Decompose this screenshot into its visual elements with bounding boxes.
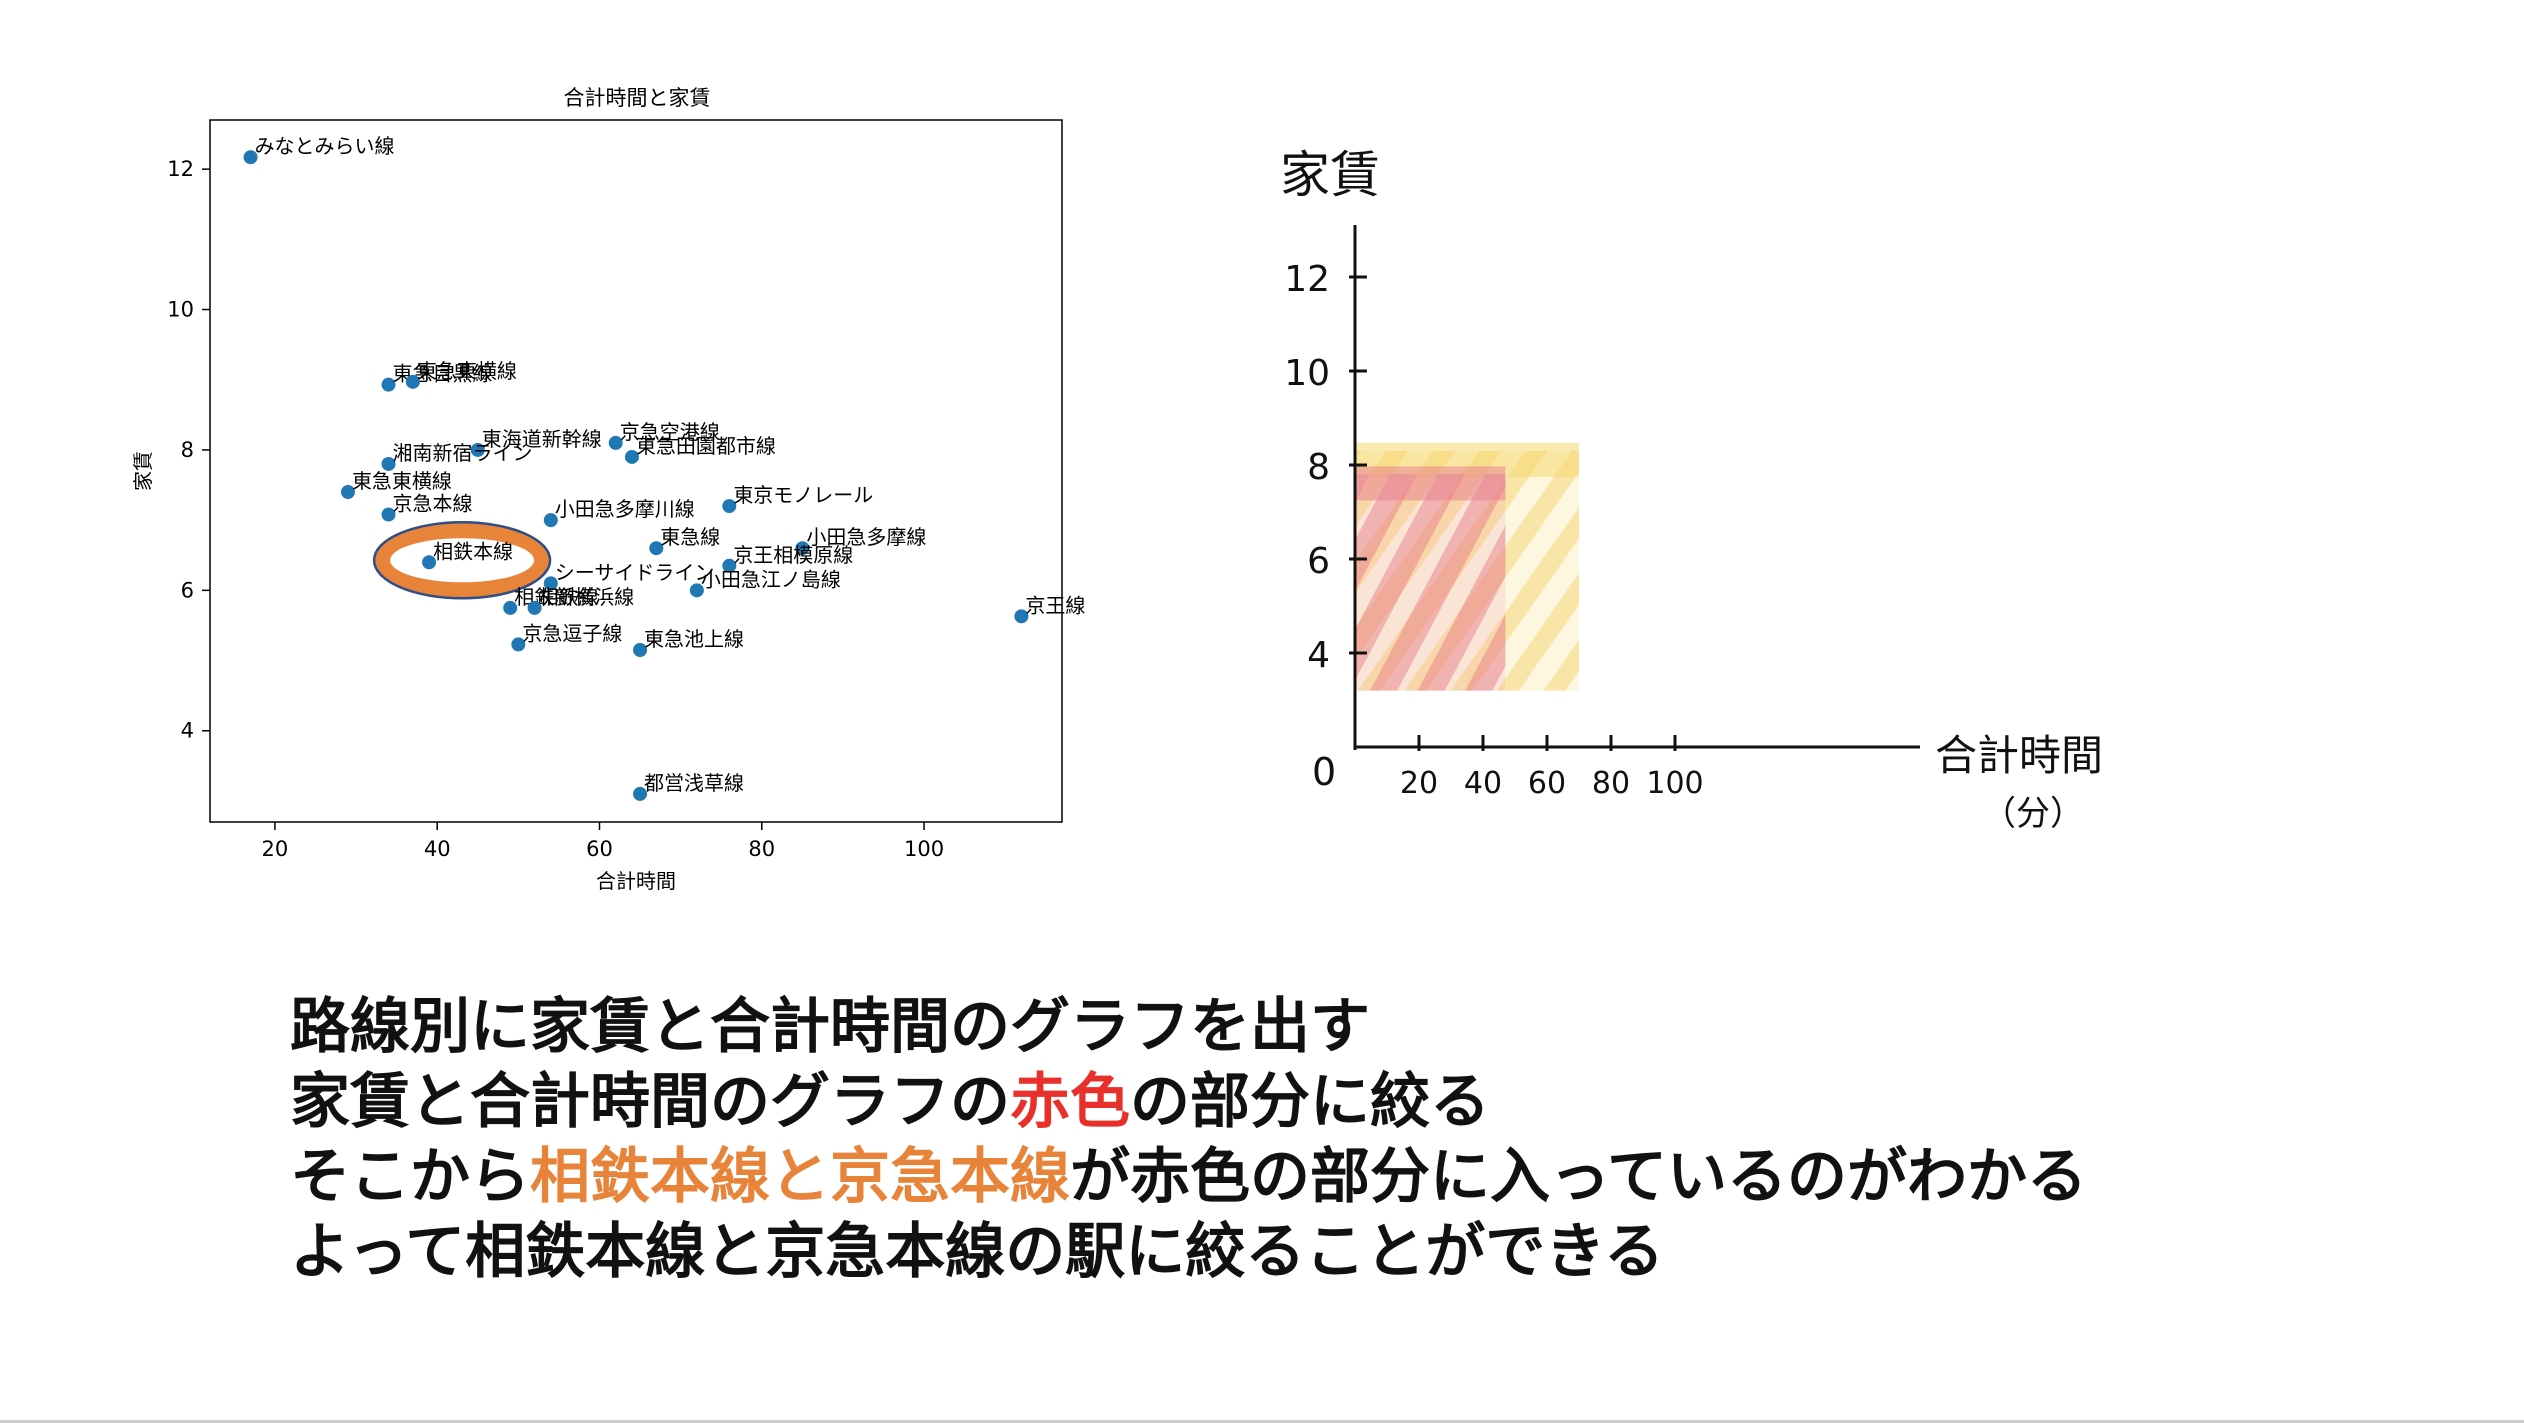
scatter-point <box>511 637 526 652</box>
sketch-x-tick-label: 100 <box>1646 766 1703 801</box>
caption-red-highlight: 赤色 <box>1010 1067 1130 1137</box>
scatter-point <box>543 576 558 591</box>
scatter-y-tick-label: 4 <box>181 719 194 743</box>
sketch-region-red-top <box>1355 466 1506 501</box>
caption-line-3: そこから相鉄本線と京急本線が赤色の部分に入っているのがわかる <box>290 1140 2087 1215</box>
sketch-regions <box>1355 442 1579 691</box>
scatter-point-label: 相鉄本線 <box>433 539 513 563</box>
sketch-origin-label: 0 <box>1312 750 1336 794</box>
sketch-x-tick-label: 60 <box>1528 766 1566 801</box>
scatter-plot-frame <box>209 119 1063 823</box>
scatter-point <box>340 485 355 500</box>
sketch-y-ticks: 4 6 8 10 12 <box>1284 259 1367 676</box>
sketch-y-label: 家賃 <box>1280 146 1380 204</box>
sketch-x-tick-label: 20 <box>1400 766 1438 801</box>
scatter-y-ticks: 4 6 8 10 12 <box>167 157 210 743</box>
scatter-x-ticks: 20 40 60 80 100 <box>262 822 944 861</box>
sketch-y-tick-label: 6 <box>1307 541 1330 582</box>
scatter-x-label: 合計時間 <box>596 869 676 893</box>
scatter-point-label: 相鉄線 <box>539 585 599 609</box>
sketch-x-ticks: 20 40 60 80 100 <box>1400 735 1704 801</box>
scatter-y-label: 家賃 <box>131 451 155 491</box>
scatter-point <box>405 374 420 389</box>
caption-orange-highlight: 相鉄本線と京急本線 <box>530 1142 1070 1212</box>
scatter-point <box>689 583 704 598</box>
highlight-ring-inner <box>390 538 535 583</box>
scatter-point-label: 東急東横線 <box>417 359 517 383</box>
scatter-x-tick-label: 100 <box>904 837 944 861</box>
caption-line-4: よって相鉄本線と京急本線の駅に絞ることができる <box>290 1217 1664 1287</box>
scatter-point-label: 京急逗子線 <box>522 621 622 645</box>
caption-line-3-end: が赤色の部分に入っているのがわかる <box>1070 1142 2087 1212</box>
scatter-x-tick-label: 60 <box>586 837 613 861</box>
scatter-point <box>1014 609 1029 624</box>
sketch-y-tick-label: 12 <box>1284 259 1330 300</box>
sketch-chart: 家賃 4 6 8 10 12 20 40 60 80 100 0 合計時間 （分） <box>1280 146 2103 834</box>
caption-line-2: 家賃と合計時間のグラフの赤色の部分に絞る <box>290 1065 2087 1140</box>
caption-line-3-start: そこから <box>290 1142 530 1212</box>
scatter-point <box>722 499 737 514</box>
scatter-point <box>381 456 396 471</box>
scatter-point-label: 都営浅草線 <box>644 771 744 795</box>
scatter-title: 合計時間と家賃 <box>564 86 711 110</box>
scatter-point-label: 東急線 <box>660 525 720 549</box>
sketch-x-tick-label: 80 <box>1592 766 1630 801</box>
scatter-point-label: 湘南新宿ライン <box>393 441 533 465</box>
sketch-region-red <box>1355 474 1506 691</box>
sketch-x-tick-label: 40 <box>1464 766 1502 801</box>
scatter-point <box>649 541 664 556</box>
scatter-point-label: 京王相模原線 <box>733 543 853 567</box>
scatter-point <box>422 555 437 570</box>
scatter-point <box>722 558 737 573</box>
scatter-highlight <box>372 521 552 600</box>
scatter-point <box>795 541 810 556</box>
scatter-point-label: 小田急江ノ島線 <box>701 567 841 591</box>
scatter-point <box>503 600 518 615</box>
scatter-point <box>633 786 648 801</box>
scatter-point <box>243 150 258 165</box>
caption-block: 路線別に家賃と合計時間のグラフを出す 家賃と合計時間のグラフの赤色の部分に絞る … <box>290 990 2087 1290</box>
scatter-point <box>470 442 485 457</box>
scatter-x-tick-label: 80 <box>748 837 775 861</box>
scatter-point <box>527 600 542 615</box>
scatter-point-label: 東海道新幹線 <box>482 427 602 451</box>
scatter-point-label: 小田急多摩川線 <box>555 497 695 521</box>
scatter-x-tick-label: 40 <box>424 837 451 861</box>
caption-line-1: 路線別に家賃と合計時間のグラフを出す <box>290 992 1370 1062</box>
scatter-x-tick-label: 20 <box>262 837 289 861</box>
bottom-divider <box>0 1420 2524 1423</box>
sketch-x-unit: （分） <box>1982 794 2084 834</box>
scatter-point-label: 京急本線 <box>393 492 473 516</box>
scatter-y-tick-label: 6 <box>181 578 194 602</box>
scatter-point <box>633 643 648 658</box>
scatter-y-tick-label: 12 <box>167 157 194 181</box>
scatter-point-label: 東急田園都市線 <box>636 434 776 458</box>
scatter-point-label: 京王線 <box>1025 593 1085 617</box>
sketch-y-tick-label: 8 <box>1307 447 1330 488</box>
scatter-point-label: 京急空港線 <box>620 420 720 444</box>
sketch-y-tick-label: 10 <box>1284 353 1330 394</box>
scatter-y-tick-label: 10 <box>167 298 194 322</box>
scatter-point-label: 東京モノレール <box>733 483 873 507</box>
scatter-point-label: シーサイドライン <box>555 560 715 584</box>
scatter-point <box>608 435 623 450</box>
scatter-y-tick-label: 8 <box>181 438 194 462</box>
scatter-point-label: みなとみらい線 <box>255 134 395 158</box>
scatter-point-label: 小田急多摩線 <box>806 525 926 549</box>
caption-line-2-start: 家賃と合計時間のグラフの <box>290 1067 1010 1137</box>
sketch-y-tick-label: 4 <box>1307 635 1330 676</box>
scatter-point <box>381 377 396 392</box>
scatter-point <box>381 507 396 522</box>
scatter-point <box>543 513 558 528</box>
scatter-point-label: 東急池上線 <box>644 627 744 651</box>
scatter-point-label: 東急東横線 <box>352 469 452 493</box>
scatter-point <box>624 449 639 464</box>
caption-line-2-end: の部分に絞る <box>1130 1067 1490 1137</box>
sketch-x-label: 合計時間 <box>1935 731 2103 780</box>
